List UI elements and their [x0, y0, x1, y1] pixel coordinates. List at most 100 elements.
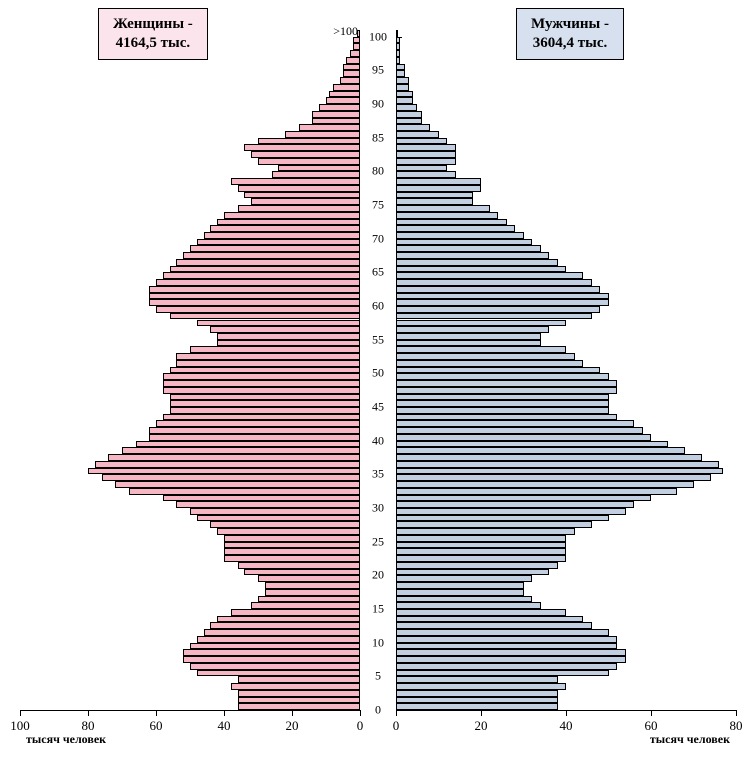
bar-women [265, 589, 360, 596]
bar-men [396, 676, 558, 683]
bar-women [244, 569, 360, 576]
bar-men [396, 535, 566, 542]
bar-men [396, 272, 583, 279]
bar-men [396, 400, 609, 407]
y-tick-right [396, 609, 402, 610]
x-tick-label-right: 40 [560, 718, 573, 734]
bar-men [396, 266, 566, 273]
bar-women [258, 138, 360, 145]
y-tick-left [354, 474, 360, 475]
x-axis-left [20, 710, 360, 711]
bar-women [170, 400, 360, 407]
bar-men [396, 360, 583, 367]
bar-women [217, 528, 360, 535]
y-tick-left [354, 710, 360, 711]
bar-men [396, 138, 447, 145]
bar-women [149, 286, 360, 293]
y-tick-label: 95 [360, 63, 396, 78]
bar-men [396, 683, 566, 690]
y-tick-right [396, 542, 402, 543]
bar-women [163, 373, 360, 380]
bar-women [238, 697, 360, 704]
bar-women [88, 468, 360, 475]
bar-women [176, 501, 360, 508]
y-tick-left [354, 441, 360, 442]
bar-men [396, 643, 617, 650]
bar-women [231, 178, 360, 185]
bar-men [396, 602, 541, 609]
x-tick-left [88, 710, 89, 716]
y-tick-right [396, 239, 402, 240]
bar-men [396, 629, 609, 636]
bar-men [396, 279, 592, 286]
bar-women [149, 427, 360, 434]
bar-women [95, 461, 360, 468]
bar-men [396, 178, 481, 185]
bar-women [170, 367, 360, 374]
bar-women [244, 144, 360, 151]
bar-women [163, 272, 360, 279]
x-tick-left [156, 710, 157, 716]
bar-women [333, 84, 360, 91]
bar-men [396, 252, 549, 259]
y-tick-right [396, 373, 402, 374]
bar-women [163, 414, 360, 421]
y-tick-left [354, 239, 360, 240]
bar-men [396, 420, 634, 427]
bar-women [258, 158, 360, 165]
y-tick-left [354, 508, 360, 509]
bar-women [170, 313, 360, 320]
bar-men [396, 528, 575, 535]
y-tick-label: 65 [360, 265, 396, 280]
bar-men [396, 373, 609, 380]
y-tick-label: 40 [360, 433, 396, 448]
y-tick-left [354, 340, 360, 341]
bar-men [396, 259, 558, 266]
y-tick-right [396, 138, 402, 139]
y-tick-label: 20 [360, 568, 396, 583]
bar-men [396, 555, 566, 562]
bar-men [396, 367, 600, 374]
x-tick-label-right: 0 [393, 718, 400, 734]
x-tick-label-left: 60 [150, 718, 163, 734]
x-tick-label-right: 80 [730, 718, 742, 734]
bar-women [122, 447, 360, 454]
bar-men [396, 596, 532, 603]
bar-women [210, 225, 360, 232]
y-tick-right [396, 710, 402, 711]
y-tick-label: 25 [360, 534, 396, 549]
y-tick-label: 70 [360, 231, 396, 246]
bar-women [170, 394, 360, 401]
bar-men [396, 232, 524, 239]
bar-men [396, 340, 541, 347]
bar-men [396, 299, 609, 306]
y-tick-right [396, 104, 402, 105]
bar-men [396, 198, 473, 205]
y-tick-label: 75 [360, 198, 396, 213]
bar-men [396, 461, 719, 468]
bar-men [396, 91, 413, 98]
plot-right [396, 30, 736, 710]
bar-men [396, 77, 409, 84]
bar-men [396, 474, 711, 481]
population-pyramid: Женщины - 4164,5 тыс. Мужчины - 3604,4 т… [0, 0, 742, 757]
y-tick-label: 85 [360, 130, 396, 145]
bar-men [396, 656, 626, 663]
bar-women [149, 434, 360, 441]
bar-women [108, 454, 360, 461]
bar-men [396, 582, 524, 589]
y-tick-label: 5 [360, 669, 396, 684]
y-tick-label: 80 [360, 164, 396, 179]
bar-men [396, 394, 609, 401]
bar-men [396, 192, 473, 199]
x-title-left: тысяч человек [26, 732, 106, 747]
bar-women [251, 198, 360, 205]
bar-men [396, 575, 532, 582]
bar-women [278, 165, 360, 172]
bar-women [102, 474, 360, 481]
bar-men [396, 589, 524, 596]
y-tick-left [354, 37, 360, 38]
bar-men [396, 245, 541, 252]
bar-women [197, 515, 360, 522]
x-tick-label-left: 0 [357, 718, 364, 734]
